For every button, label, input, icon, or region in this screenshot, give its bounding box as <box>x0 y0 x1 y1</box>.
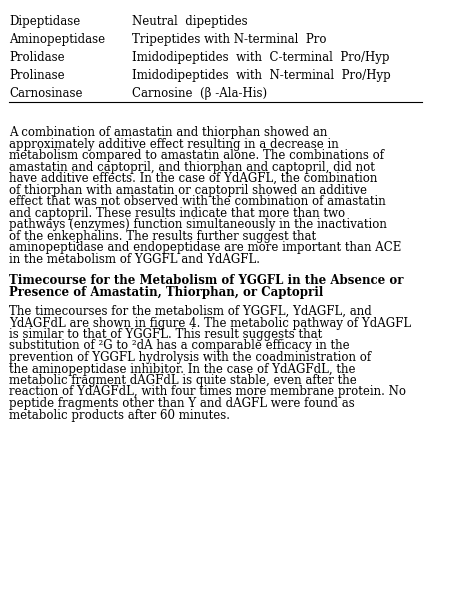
Text: aminopeptidase and endopeptidase are more important than ACE: aminopeptidase and endopeptidase are mor… <box>9 241 401 254</box>
Text: have additive effects. In the case of YdAGFL, the combination: have additive effects. In the case of Yd… <box>9 172 377 185</box>
Text: metabolism compared to amastatin alone. The combinations of: metabolism compared to amastatin alone. … <box>9 149 384 162</box>
Text: reaction of YdAGFdL, with four times more membrane protein. No: reaction of YdAGFdL, with four times mor… <box>9 386 406 399</box>
Text: is similar to that of YGGFL. This result suggests that: is similar to that of YGGFL. This result… <box>9 328 322 341</box>
Text: approximately additive effect resulting in a decrease in: approximately additive effect resulting … <box>9 137 339 151</box>
Text: Timecourse for the Metabolism of YGGFL in the Absence or: Timecourse for the Metabolism of YGGFL i… <box>9 274 403 287</box>
Text: prevention of YGGFL hydrolysis with the coadministration of: prevention of YGGFL hydrolysis with the … <box>9 351 371 364</box>
Text: the aminopeptidase inhibitor. In the case of YdAGFdL, the: the aminopeptidase inhibitor. In the cas… <box>9 362 356 375</box>
Text: Prolidase: Prolidase <box>9 51 65 64</box>
Text: substitution of ²G to ²dA has a comparable efficacy in the: substitution of ²G to ²dA has a comparab… <box>9 340 350 352</box>
Text: of the enkephalins. The results further suggest that: of the enkephalins. The results further … <box>9 230 316 243</box>
Text: Tripeptides with N-terminal  Pro: Tripeptides with N-terminal Pro <box>132 33 327 46</box>
Text: and captopril. These results indicate that more than two: and captopril. These results indicate th… <box>9 206 345 220</box>
Text: Prolinase: Prolinase <box>9 69 65 82</box>
Text: Carnosinase: Carnosinase <box>9 87 82 100</box>
Text: Imidodipeptides  with  N-terminal  Pro/Hyp: Imidodipeptides with N-terminal Pro/Hyp <box>132 69 391 82</box>
Text: metabolic products after 60 minutes.: metabolic products after 60 minutes. <box>9 409 230 421</box>
Text: metabolic fragment dAGFdL is quite stable, even after the: metabolic fragment dAGFdL is quite stabl… <box>9 374 357 387</box>
Text: YdAGFdL are shown in figure 4. The metabolic pathway of YdAGFL: YdAGFdL are shown in figure 4. The metab… <box>9 317 411 330</box>
Text: Imidodipeptides  with  C-terminal  Pro/Hyp: Imidodipeptides with C-terminal Pro/Hyp <box>132 51 390 64</box>
Text: in the metabolism of YGGFL and YdAGFL.: in the metabolism of YGGFL and YdAGFL. <box>9 252 260 265</box>
Text: of thiorphan with amastatin or captopril showed an additive: of thiorphan with amastatin or captopril… <box>9 183 367 196</box>
Text: peptide fragments other than Y and dAGFL were found as: peptide fragments other than Y and dAGFL… <box>9 397 355 410</box>
Text: pathways (enzymes) function simultaneously in the inactivation: pathways (enzymes) function simultaneous… <box>9 218 387 231</box>
Text: Neutral  dipeptides: Neutral dipeptides <box>132 15 247 28</box>
Text: Carnosine  (β -Ala-His): Carnosine (β -Ala-His) <box>132 87 267 100</box>
Text: amastatin and captopril, and thiorphan and captopril, did not: amastatin and captopril, and thiorphan a… <box>9 161 375 174</box>
Text: Aminopeptidase: Aminopeptidase <box>9 33 105 46</box>
Text: Presence of Amastatin, Thiorphan, or Captopril: Presence of Amastatin, Thiorphan, or Cap… <box>9 286 323 299</box>
Text: A combination of amastatin and thiorphan showed an: A combination of amastatin and thiorphan… <box>9 126 328 139</box>
Text: Dipeptidase: Dipeptidase <box>9 15 81 28</box>
Text: effect that was not observed with the combination of amastatin: effect that was not observed with the co… <box>9 195 386 208</box>
Text: The timecourses for the metabolism of YGGFL, YdAGFL, and: The timecourses for the metabolism of YG… <box>9 305 372 318</box>
